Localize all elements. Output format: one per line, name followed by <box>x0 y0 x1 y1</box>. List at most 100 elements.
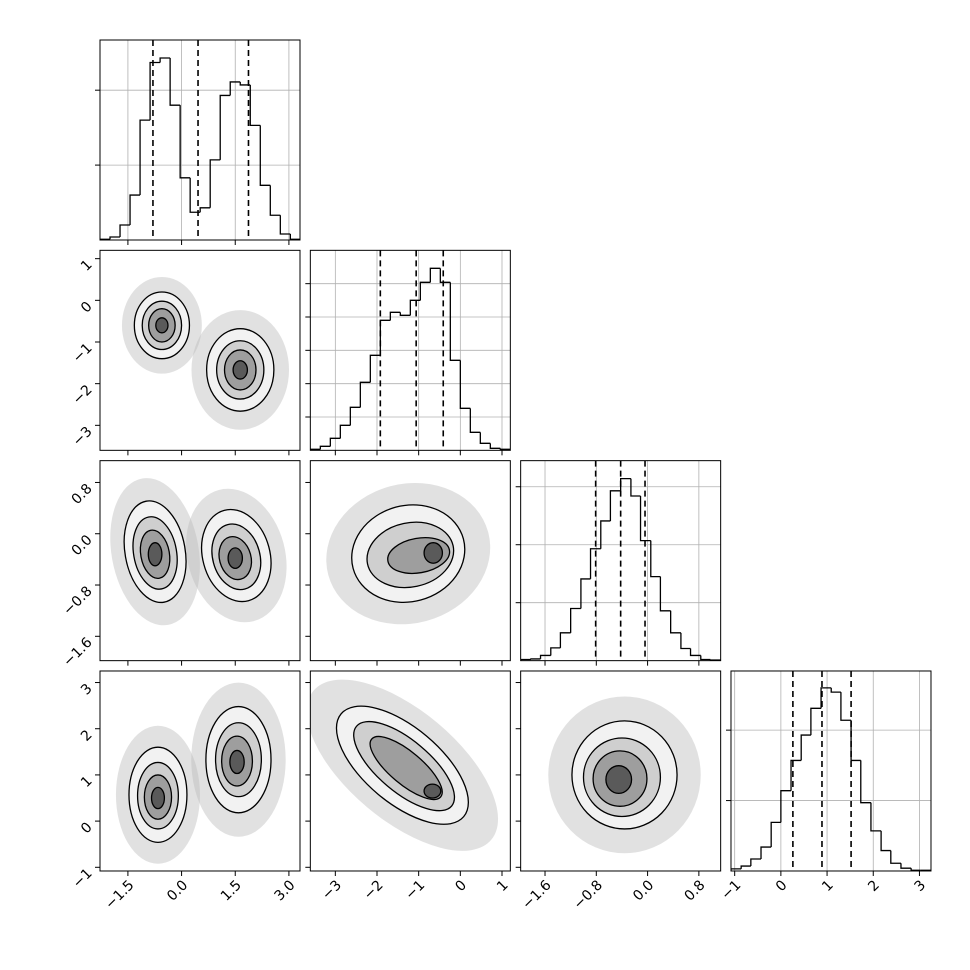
histogram-step <box>279 215 291 235</box>
panel-frame <box>99 39 301 241</box>
contour <box>227 547 244 570</box>
contours <box>121 276 290 430</box>
histogram-step <box>700 655 711 661</box>
panel-frame <box>309 670 511 872</box>
histogram-step <box>259 125 271 186</box>
x-tick-label: −0.8 <box>571 877 606 912</box>
x-tick-label: 0 <box>773 877 791 895</box>
histogram-step <box>570 607 581 633</box>
panel: −3 −2 −1 0 1 <box>70 249 301 456</box>
contour <box>423 783 442 799</box>
histogram-step <box>189 177 201 213</box>
histogram-step <box>439 268 451 283</box>
panel <box>305 460 511 666</box>
histogram-step <box>289 234 300 240</box>
histogram-step <box>760 846 772 860</box>
histogram-step <box>539 654 551 659</box>
histogram-step <box>609 490 621 521</box>
panel-frame <box>99 670 301 872</box>
y-tick-label: −2 <box>70 382 96 408</box>
histogram-step <box>119 224 131 238</box>
y-tick-label: 0 <box>78 819 96 837</box>
histogram-step <box>459 360 471 409</box>
y-tick-label: 3 <box>78 681 96 699</box>
histogram-step <box>419 281 431 301</box>
histogram-step <box>600 520 611 549</box>
y-tick-label: 0 <box>78 299 96 317</box>
histogram-step <box>369 354 381 383</box>
histogram-step <box>639 496 651 542</box>
histogram-step <box>740 865 751 869</box>
contours <box>326 482 491 625</box>
contour <box>232 360 249 380</box>
y-tick-label: 0.0 <box>69 532 96 559</box>
histogram-step <box>349 406 361 426</box>
y-tick-label: −1 <box>70 340 96 366</box>
histogram-step <box>910 868 921 871</box>
histogram-step <box>179 105 191 179</box>
histogram-step <box>479 432 491 444</box>
panel: −3 −2 −1 0 1 <box>305 670 512 903</box>
histogram-step <box>780 790 792 823</box>
y-tick-label: −1 <box>70 866 96 892</box>
histogram-step <box>589 548 601 579</box>
histogram-step <box>790 759 802 791</box>
x-tick-label: −1 <box>402 877 428 903</box>
x-tick-label: 2 <box>865 877 883 895</box>
panel-frame <box>520 670 722 872</box>
x-tick-label: 0.0 <box>630 877 657 904</box>
histogram-step <box>580 578 591 609</box>
histogram-step <box>219 94 231 160</box>
histogram-step <box>149 61 161 121</box>
panel <box>95 39 301 245</box>
x-tick-label: 3.0 <box>272 877 299 904</box>
contours <box>115 682 286 864</box>
histogram-step <box>239 81 251 86</box>
histogram-step <box>129 194 141 226</box>
y-tick-label: 0.8 <box>69 481 96 508</box>
histogram <box>520 460 721 661</box>
histogram-step <box>650 540 661 578</box>
x-tick-label: 3 <box>911 877 929 895</box>
panel-frame <box>309 460 511 662</box>
contour <box>147 542 163 567</box>
contour <box>155 317 169 334</box>
histogram-step <box>329 437 341 447</box>
histogram-step <box>199 207 211 213</box>
histogram-step <box>770 821 781 848</box>
contour <box>369 735 443 801</box>
histogram-step <box>689 648 701 657</box>
histogram-step <box>269 185 281 216</box>
histogram-step <box>810 707 822 736</box>
histogram-step <box>840 692 852 721</box>
x-tick-label: −1 <box>718 877 744 903</box>
y-tick-label: 1 <box>78 257 96 275</box>
histogram <box>310 250 511 451</box>
histogram-step <box>139 119 151 196</box>
panel: −1.5 0.0 1.5 3.0 −1 0 1 2 3 <box>70 670 301 913</box>
histogram-step <box>680 632 691 650</box>
histogram-step <box>499 448 511 451</box>
histogram-step <box>630 478 641 497</box>
histogram-step <box>339 424 351 439</box>
histogram-step <box>709 659 721 661</box>
histogram-step <box>880 830 891 852</box>
histogram-step <box>409 299 421 316</box>
histogram-step <box>359 381 371 408</box>
panel-frame <box>520 460 722 662</box>
histogram-step <box>550 647 561 656</box>
histogram-step <box>100 238 111 240</box>
histogram-step <box>750 858 762 867</box>
x-tick-label: −2 <box>361 877 387 903</box>
panel <box>515 460 722 666</box>
y-tick-label: −3 <box>70 424 96 450</box>
histogram-step <box>670 610 681 634</box>
histogram-step <box>429 267 441 283</box>
y-tick-label: 1 <box>78 773 96 791</box>
histogram-step <box>530 658 541 660</box>
contour <box>229 749 245 775</box>
y-tick-label: −0.8 <box>60 583 95 618</box>
histogram-step <box>900 863 912 869</box>
histogram-step <box>890 850 901 864</box>
histogram-step <box>820 687 832 709</box>
